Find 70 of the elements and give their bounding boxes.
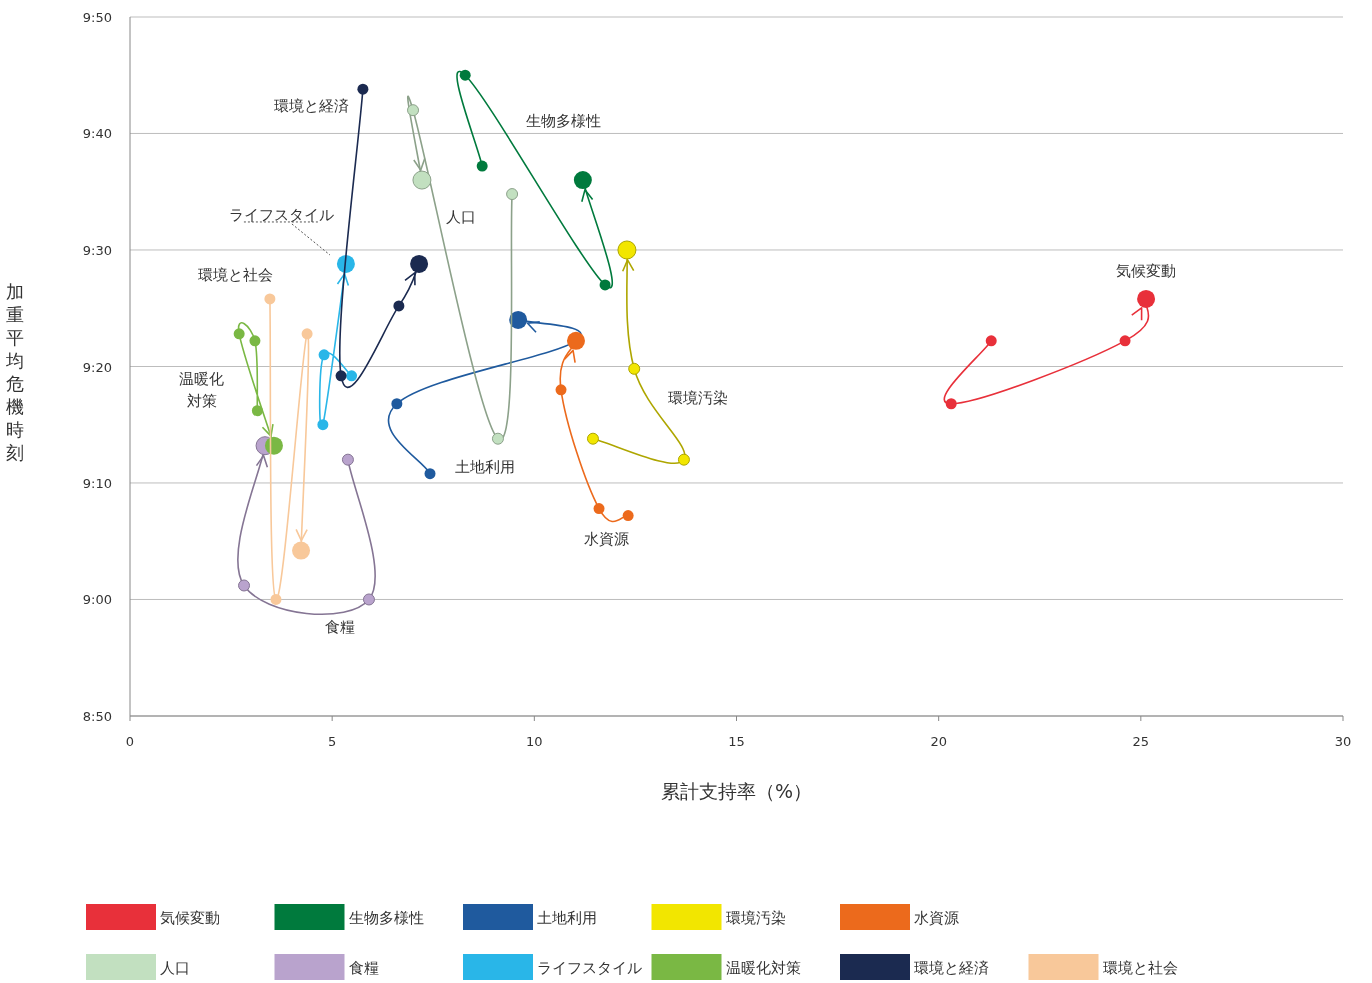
text: 生物多様性: [526, 112, 602, 131]
legend-label: 環境汚染: [725, 909, 786, 927]
x-tick-label: 20: [930, 734, 947, 749]
legend-label: 土地利用: [537, 909, 597, 927]
point: [586, 432, 599, 445]
legend-label: 環境と経済: [914, 959, 989, 977]
text: 環境汚染: [667, 388, 728, 407]
x-tick-label: 30: [1334, 734, 1352, 749]
point: [341, 453, 354, 466]
point: [317, 419, 329, 431]
y-tick-label: 9:30: [82, 242, 112, 258]
point: [599, 279, 611, 291]
point: [318, 349, 330, 361]
legend-label: 水資源: [914, 909, 959, 927]
point: [1119, 335, 1131, 347]
point: [945, 398, 957, 410]
point: [491, 432, 504, 445]
point: [238, 579, 251, 592]
y-tick-label: 9:20: [82, 359, 112, 375]
y-tick-label: 9:00: [82, 592, 112, 608]
point: [393, 300, 405, 312]
y-tick-label: 9:40: [82, 126, 112, 142]
y-tick-label: 8:50: [82, 709, 112, 724]
x-tick-label: 5: [328, 734, 337, 749]
point: [628, 362, 641, 375]
text: 温暖化対策: [179, 369, 225, 410]
point: [335, 370, 347, 382]
point: [622, 510, 634, 522]
point: [424, 468, 436, 480]
legend-label: 温暖化対策: [725, 959, 801, 977]
x-axis-title: 累計支持率（%）: [660, 780, 813, 802]
text: ライフスタイル: [229, 205, 335, 224]
point: [459, 69, 471, 81]
text: 土地利用: [455, 457, 516, 476]
y-axis-title: 加重平均危機時刻: [6, 280, 24, 464]
legend-label: ライフスタイル: [537, 959, 642, 977]
point: [249, 335, 261, 347]
point: [391, 398, 403, 410]
text: 人口: [445, 208, 476, 227]
x-tick-label: 0: [125, 734, 135, 749]
point: [264, 293, 276, 305]
point: [407, 104, 420, 117]
point: [251, 405, 263, 417]
legend-label: 人口: [160, 959, 190, 977]
y-tick-label: 9:10: [82, 475, 112, 491]
point: [555, 384, 567, 396]
text: 食糧: [325, 617, 356, 636]
text: 環境と経済: [273, 96, 349, 115]
point: [301, 328, 313, 340]
point: [357, 83, 369, 95]
point: [677, 453, 690, 466]
legend-label: 食糧: [348, 959, 379, 977]
point: [506, 188, 519, 201]
y-tick-label: 9:50: [82, 10, 112, 25]
text: 水資源: [584, 529, 630, 548]
x-tick-label: 10: [526, 734, 543, 749]
point: [593, 503, 605, 515]
legend-label: 気候変動: [160, 909, 220, 927]
legend-label: 環境と社会: [1102, 959, 1178, 977]
text: 気候変動: [1116, 261, 1177, 280]
text: 環境と社会: [197, 265, 273, 284]
legend-label: 生物多様性: [348, 909, 424, 927]
x-tick-label: 25: [1132, 734, 1150, 749]
point: [233, 328, 245, 340]
x-tick-label: 15: [728, 734, 745, 749]
point: [362, 593, 375, 606]
point: [270, 593, 282, 605]
point: [985, 335, 997, 347]
point: [346, 370, 358, 382]
point: [476, 160, 488, 172]
